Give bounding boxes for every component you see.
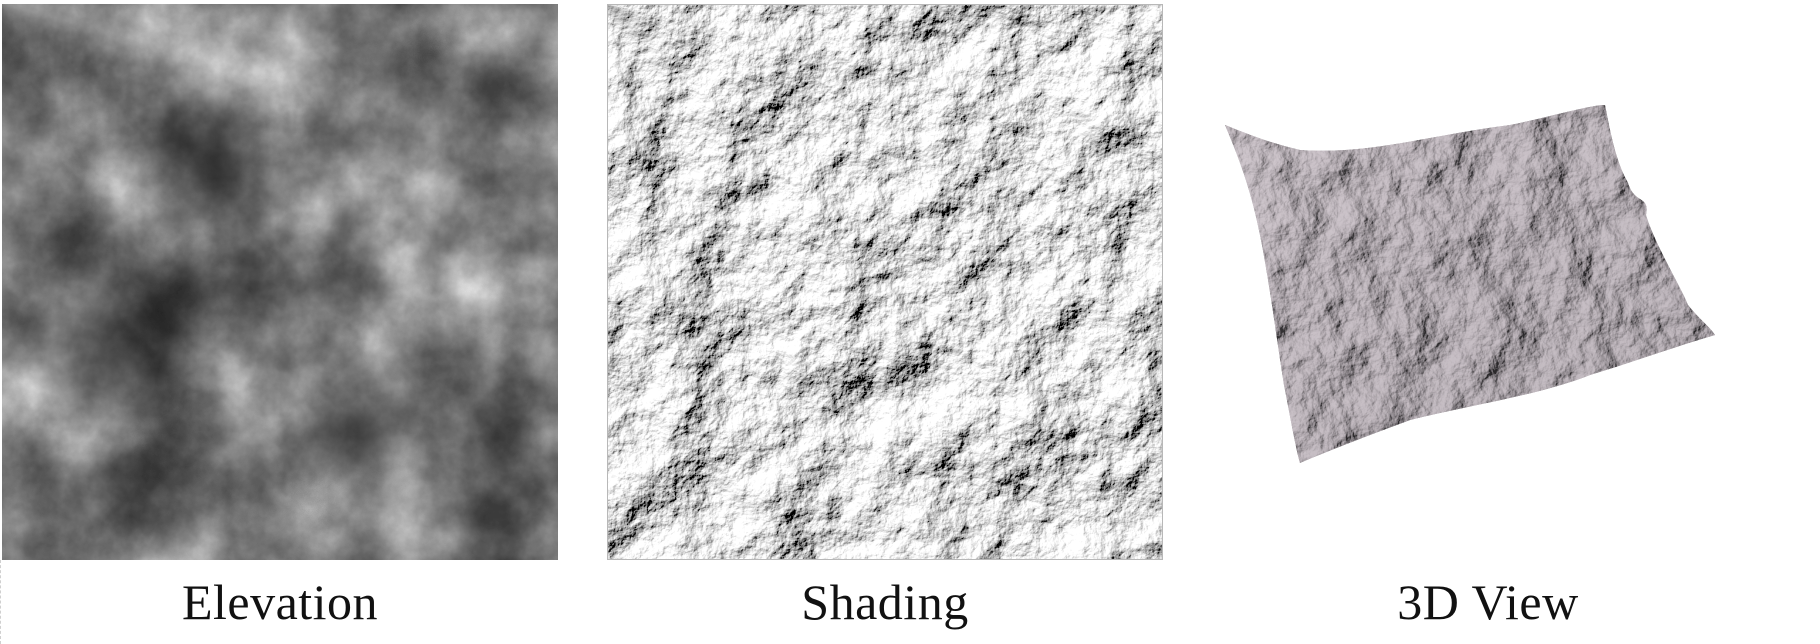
elevation-caption: Elevation <box>181 574 379 630</box>
terrain-3d-view-image <box>1210 105 1760 545</box>
3d-view-caption: 3D View <box>1397 574 1579 630</box>
hillshade-image <box>607 4 1163 560</box>
elevation-heightmap-image <box>2 4 558 560</box>
panel-divider <box>0 560 2 644</box>
shading-caption: Shading <box>801 574 969 630</box>
